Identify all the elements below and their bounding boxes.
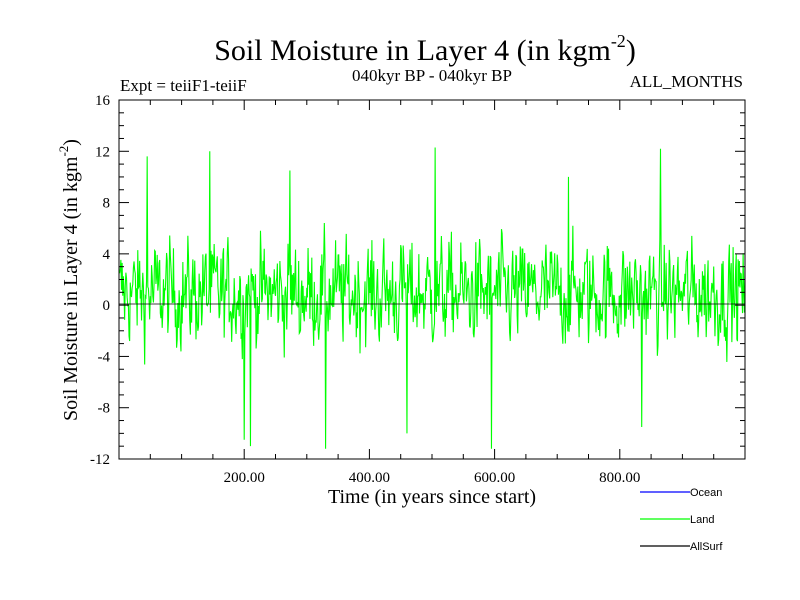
subtitle-experiment: Expt = teiiF1-teiiF [120,76,247,95]
legend-item-allsurf: AllSurf [640,541,723,553]
line-land [119,147,746,449]
y-tick-label: -4 [98,349,111,365]
y-tick-label: -8 [98,401,111,417]
y-axis-label: Soil Moisture in Layer 4 (in kgm-2) [56,139,82,421]
legend-item-ocean: Ocean [640,487,722,499]
y-tick-label: 12 [95,144,110,160]
x-axis: 200.00 400.00 600.00 800.00 [149,100,715,486]
y-axis: -12 -8 -4 0 4 8 12 16 [90,93,745,468]
y-tick-label: -12 [90,452,110,468]
legend-label-ocean: Ocean [690,487,722,499]
chart-title: Soil Moisture in Layer 4 (in kgm-2) [214,31,636,67]
legend-label-land: Land [690,514,714,526]
subtitle-period: 040kyr BP - 040kyr BP [352,66,512,85]
legend-label-allsurf: AllSurf [690,541,723,553]
y-tick-label: 16 [95,93,111,109]
legend-item-land: Land [640,514,714,526]
x-tick-label: 600.00 [474,470,515,486]
series-land [119,147,746,449]
y-tick-label: 0 [103,298,111,314]
y-tick-label: 4 [103,247,111,263]
x-tick-label: 400.00 [349,470,390,486]
plot-frame [118,99,746,460]
x-tick-label: 800.00 [599,470,640,486]
x-axis-label: Time (in years since start) [328,486,536,508]
x-tick-label: 200.00 [224,470,265,486]
y-tick-label: 8 [103,196,111,212]
legend: Ocean Land AllSurf [640,487,723,553]
subtitle-months: ALL_MONTHS [630,72,743,91]
